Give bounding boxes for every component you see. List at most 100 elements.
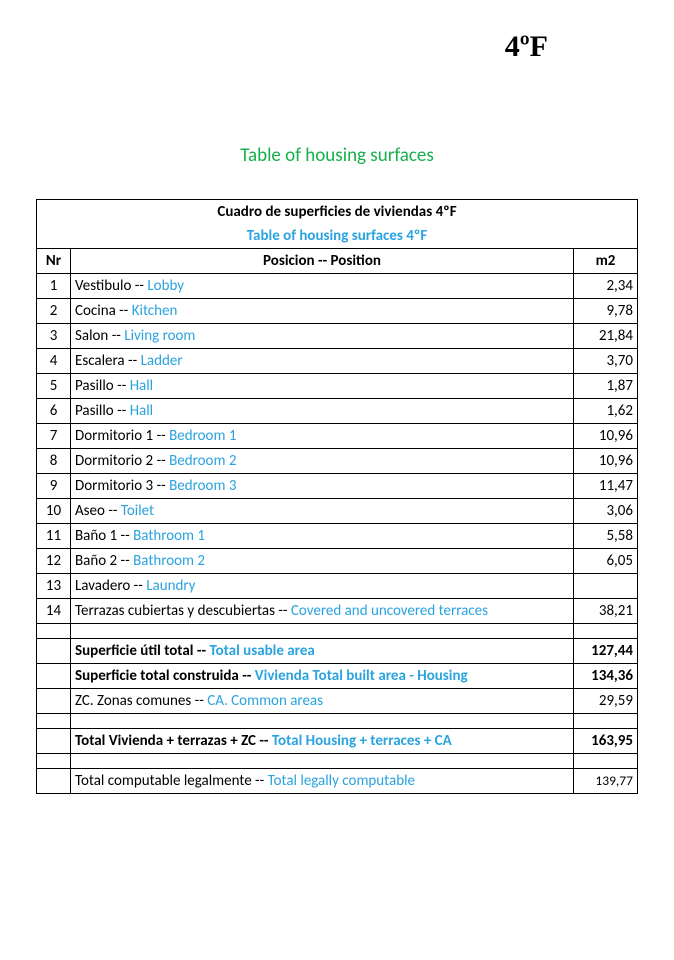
summary-en: CA. Common areas [207,692,323,710]
table-row: 10Aseo -- Toilet3,06 [37,499,638,524]
table-title-es: Cuadro de superficies de viviendas 4ºF [37,200,638,225]
table-row: 9Dormitorio 3 -- Bedroom 311,47 [37,474,638,499]
row-en: Lobby [147,277,184,295]
row-m2: 10,96 [574,424,638,449]
row-position: Aseo -- Toilet [71,499,574,524]
summary-label: Superficie total construida -- Vivienda … [71,664,574,689]
table-title-row-es: Cuadro de superficies de viviendas 4ºF [37,200,638,225]
row-m2: 3,06 [574,499,638,524]
row-en: Bedroom 3 [169,477,236,495]
surfaces-table: Cuadro de superficies de viviendas 4ºF T… [36,199,638,794]
row-position: Dormitorio 3 -- Bedroom 3 [71,474,574,499]
legal-m2: 139,77 [574,769,638,794]
row-sep: -- [116,302,132,320]
row-sep: -- [153,452,169,470]
row-sep: -- [130,577,146,595]
row-nr: 6 [37,399,71,424]
row-es: Salon [75,327,108,345]
row-sep: -- [125,352,141,370]
total-en: Total Housing + terraces + CA [272,732,452,750]
summary-m2: 134,36 [574,664,638,689]
summary-es: ZC. Zonas comunes [75,692,195,710]
row-nr: 9 [37,474,71,499]
row-es: Baño 2 [75,552,117,570]
page: 4ºF Table of housing surfaces Cuadro de … [0,0,674,794]
row-en: Ladder [141,352,183,370]
row-m2: 10,96 [574,449,638,474]
row-m2: 1,87 [574,374,638,399]
row-en: Bathroom 2 [133,552,205,570]
row-position: Pasillo -- Hall [71,374,574,399]
legal-row: Total computable legalmente -- Total leg… [37,769,638,794]
row-es: Pasillo [75,402,114,420]
legal-label: Total computable legalmente -- Total leg… [71,769,574,794]
row-en: Living room [124,327,195,345]
row-m2: 38,21 [574,599,638,624]
row-nr: 1 [37,274,71,299]
table-row: 12Baño 2 -- Bathroom 26,05 [37,549,638,574]
row-position: Dormitorio 1 -- Bedroom 1 [71,424,574,449]
row-en: Kitchen [132,302,178,320]
table-row: 6Pasillo -- Hall1,62 [37,399,638,424]
summary-row: Superficie útil total -- Total usable ar… [37,639,638,664]
table-row: 5Pasillo -- Hall1,87 [37,374,638,399]
summary-m2: 29,59 [574,689,638,714]
row-es: Dormitorio 1 [75,427,153,445]
spacer-row [37,624,638,639]
row-en: Bedroom 2 [169,452,236,470]
summary-sep: -- [239,667,255,685]
row-sep: -- [105,502,121,520]
table-row: 2Cocina -- Kitchen9,78 [37,299,638,324]
row-nr: 8 [37,449,71,474]
col-head-nr: Nr [37,249,71,274]
summary-row: ZC. Zonas comunes -- CA. Common areas29,… [37,689,638,714]
table-row: 1Vestibulo -- Lobby2,34 [37,274,638,299]
summary-en: Total usable area [209,642,314,660]
legal-en: Total legally computable [268,772,415,790]
row-nr: 4 [37,349,71,374]
summary-en: Vivienda Total built area - Housing [255,667,468,685]
row-sep: -- [275,602,291,620]
row-nr: 7 [37,424,71,449]
row-position: Baño 2 -- Bathroom 2 [71,549,574,574]
row-es: Dormitorio 3 [75,477,153,495]
row-position: Salon -- Living room [71,324,574,349]
row-es: Escalera [75,352,125,370]
row-es: Terrazas cubiertas y descubiertas [75,602,275,620]
row-nr: 12 [37,549,71,574]
table-row: 13Lavadero -- Laundry [37,574,638,599]
row-position: Baño 1 -- Bathroom 1 [71,524,574,549]
row-en: Hall [130,402,153,420]
row-es: Pasillo [75,377,114,395]
summary-label: Superficie útil total -- Total usable ar… [71,639,574,664]
row-en: Covered and uncovered terraces [291,602,488,620]
table-title-row-en: Table of housing surfaces 4ºF [37,224,638,249]
spacer-row [37,714,638,729]
row-m2: 3,70 [574,349,638,374]
summary-label: ZC. Zonas comunes -- CA. Common areas [71,689,574,714]
table-title-en: Table of housing surfaces 4ºF [37,224,638,249]
row-nr: 14 [37,599,71,624]
summary-es: Superficie útil total [75,642,193,660]
row-es: Aseo [75,502,105,520]
total-row: Total Vivienda + terrazas + ZC -- Total … [37,729,638,754]
row-nr: 3 [37,324,71,349]
row-nr: 10 [37,499,71,524]
row-sep: -- [153,477,169,495]
row-en: Hall [130,377,153,395]
legal-sep: -- [252,772,268,790]
legal-es: Total computable legalmente [75,772,252,790]
summary-row: Superficie total construida -- Vivienda … [37,664,638,689]
row-nr: 13 [37,574,71,599]
total-sep: -- [259,732,272,750]
row-sep: -- [117,552,133,570]
row-en: Toilet [121,502,154,520]
row-position: Vestibulo -- Lobby [71,274,574,299]
row-es: Dormitorio 2 [75,452,153,470]
row-sep: -- [114,402,130,420]
row-position: Lavadero -- Laundry [71,574,574,599]
col-head-m2: m2 [574,249,638,274]
summary-m2: 127,44 [574,639,638,664]
row-position: Pasillo -- Hall [71,399,574,424]
table-header-row: Nr Posicion -- Position m2 [37,249,638,274]
